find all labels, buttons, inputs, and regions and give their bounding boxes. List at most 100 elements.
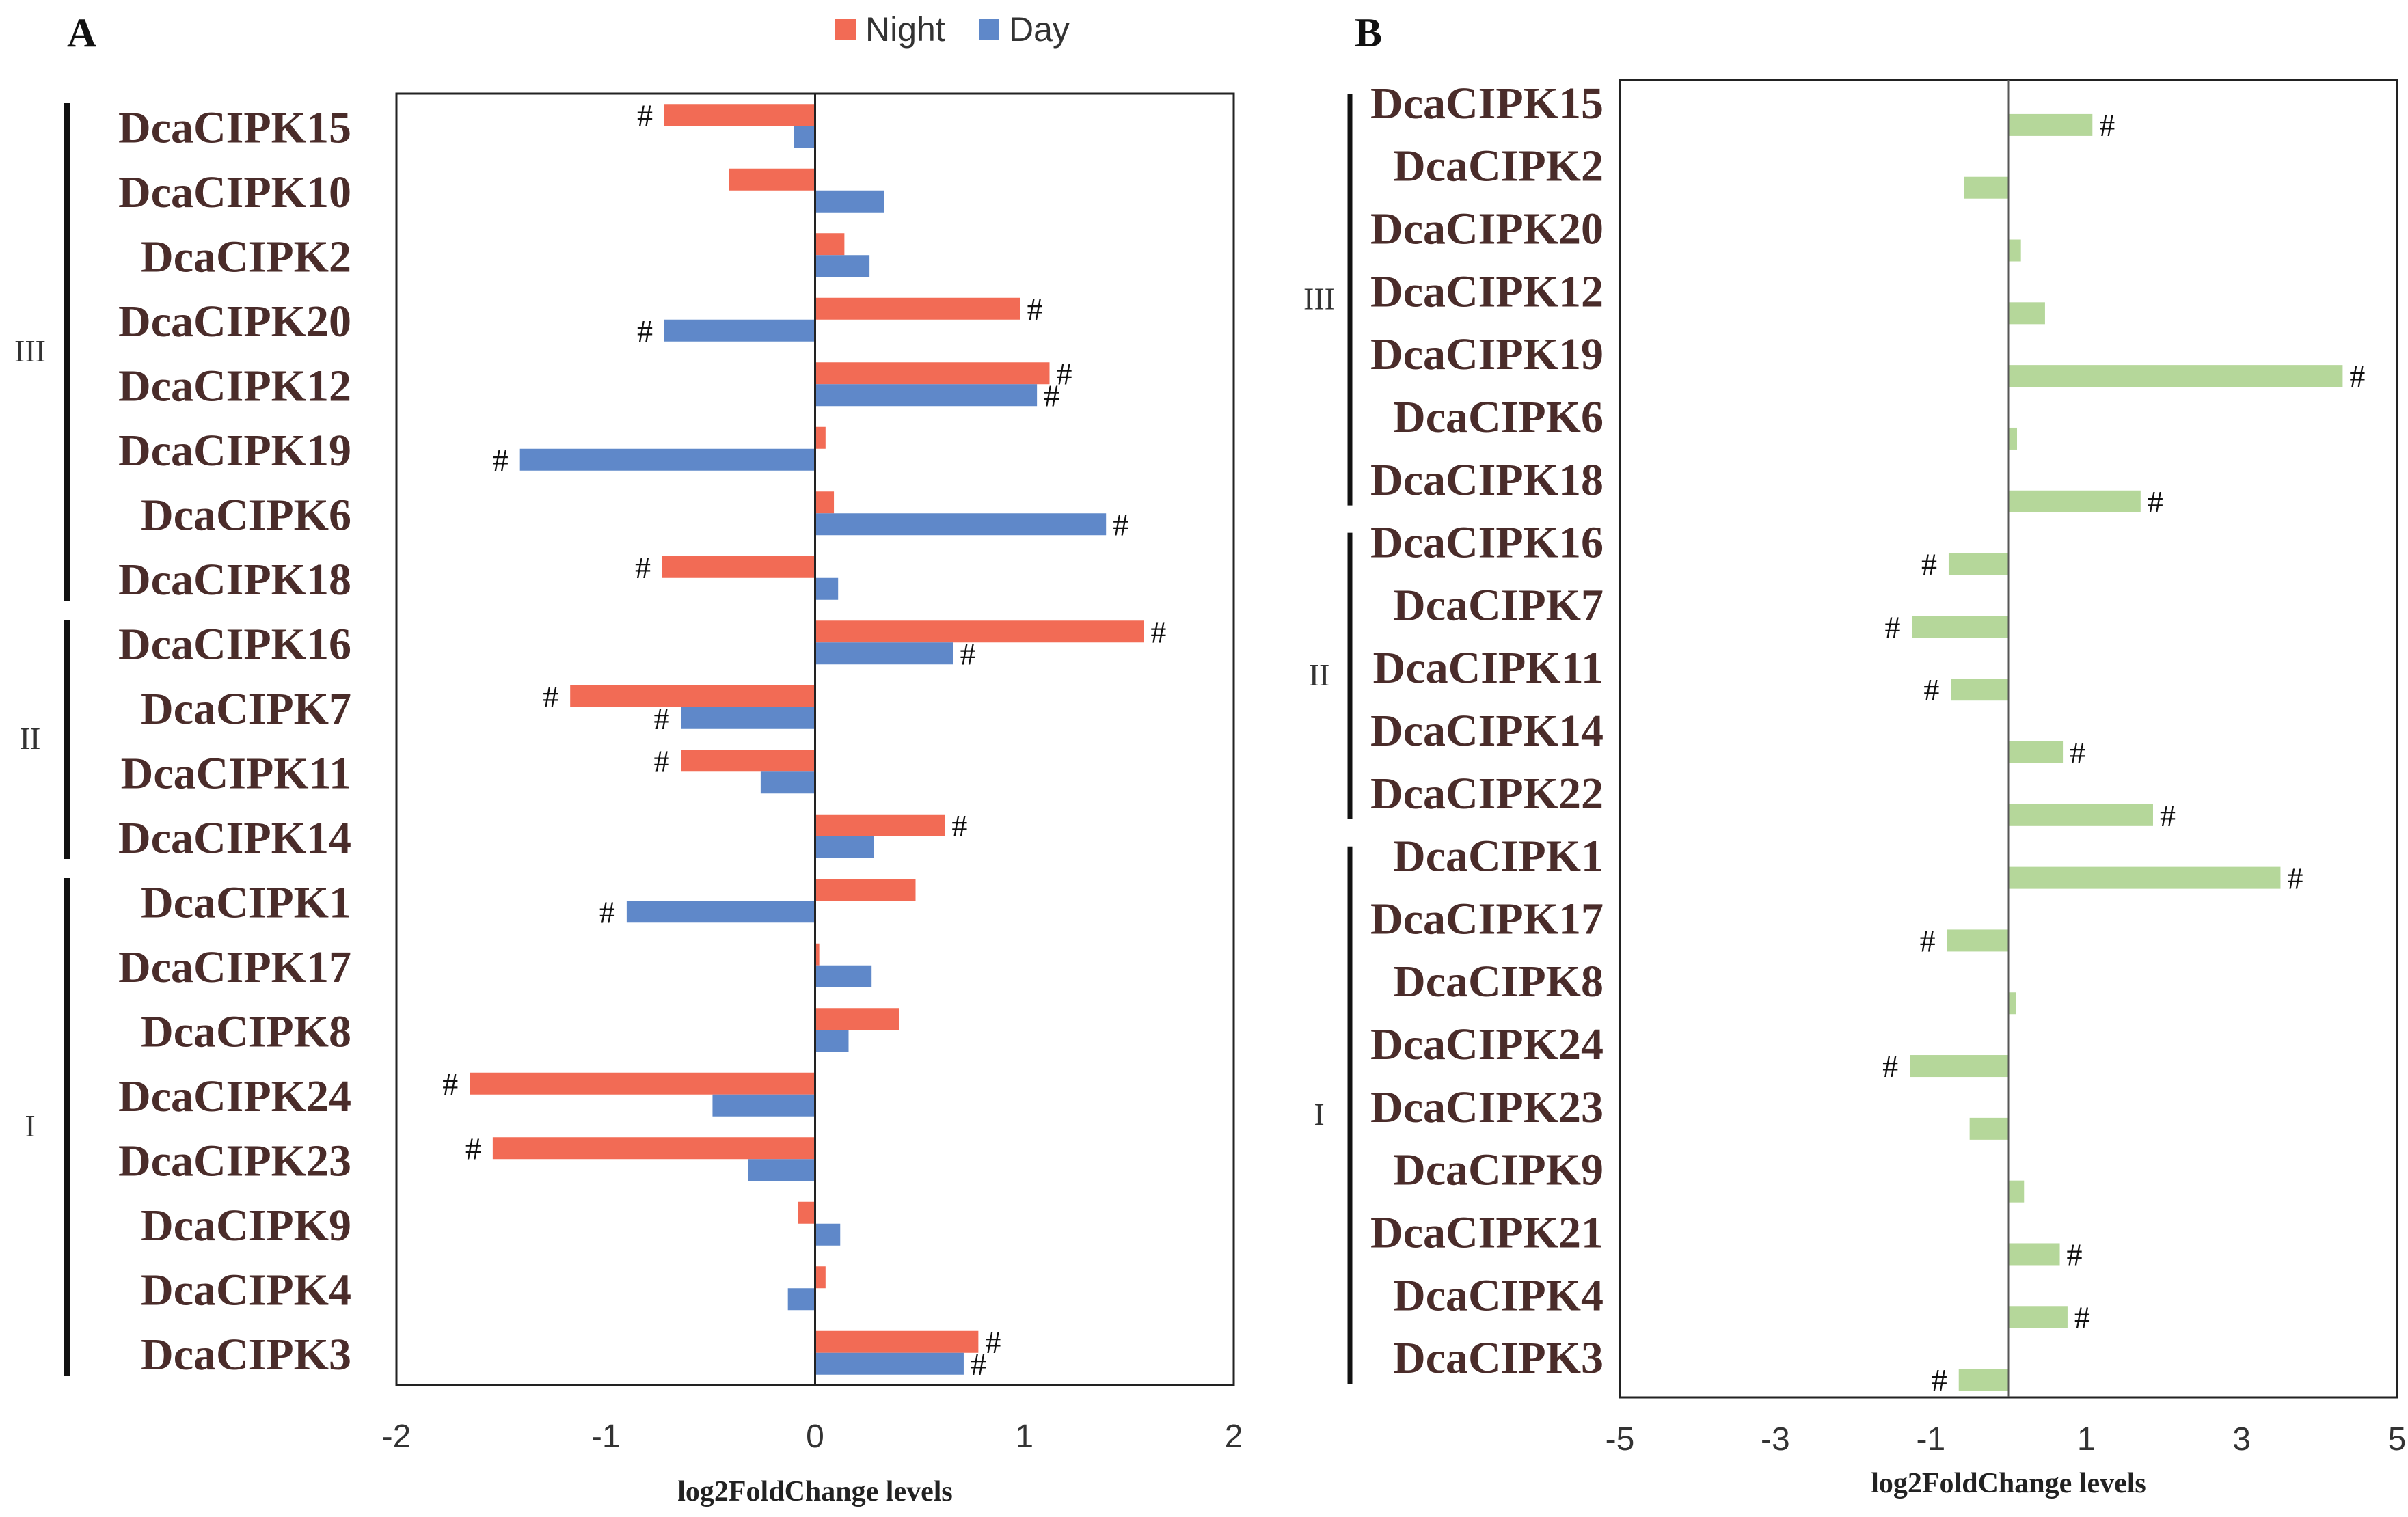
bar-night: [470, 1072, 815, 1095]
gene-label: DcaCIPK4: [1393, 1270, 1604, 1320]
bar-fold-change: [2008, 1243, 2060, 1266]
bar-night: [815, 1266, 826, 1289]
x-axis-title-b: log2FoldChange levels: [1871, 1468, 2146, 1499]
gene-label: DcaCIPK16: [1370, 518, 1604, 568]
x-tick-label: 2: [1225, 1419, 1243, 1455]
x-tick-label: 1: [2077, 1421, 2096, 1458]
gene-label: DcaCIPK9: [141, 1201, 351, 1250]
significance-marker: #: [637, 314, 653, 348]
bar-fold-change: [1969, 1117, 2009, 1140]
legend-label-day: Day: [1009, 10, 1070, 49]
bar-fold-change: [2008, 866, 2281, 889]
group-label: I: [1314, 1097, 1324, 1132]
bar-fold-change: [1910, 1055, 2009, 1078]
bar-night: [570, 685, 815, 707]
legend-swatch-day: [979, 19, 999, 40]
bar-day: [815, 836, 874, 858]
bar-night: [662, 556, 815, 578]
gene-label: DcaCIPK1: [141, 877, 351, 927]
bar-night: [798, 1201, 815, 1224]
bar-night: [815, 426, 826, 449]
significance-marker: #: [1044, 378, 1059, 413]
significance-marker: #: [654, 743, 670, 778]
bar-day: [815, 1352, 964, 1375]
bar-night: [815, 620, 1144, 643]
gene-label: DcaCIPK9: [1393, 1145, 1604, 1195]
significance-marker: #: [635, 550, 651, 585]
significance-marker: #: [493, 443, 509, 478]
gene-label: DcaCIPK17: [1370, 894, 1604, 944]
gene-label: DcaCIPK6: [141, 490, 351, 540]
bar-day: [760, 771, 815, 794]
gene-label: DcaCIPK18: [1370, 455, 1604, 505]
bar-fold-change: [2008, 113, 2093, 136]
gene-label: DcaCIPK15: [118, 102, 351, 152]
x-tick-label: -1: [1916, 1421, 1945, 1458]
bar-fold-change: [2008, 804, 2153, 826]
significance-marker: #: [971, 1347, 986, 1382]
bar-night: [815, 233, 845, 256]
gene-label: DcaCIPK10: [118, 167, 351, 217]
significance-marker: #: [1921, 547, 1937, 582]
gene-label: DcaCIPK19: [1370, 329, 1604, 379]
gene-label: DcaCIPK6: [1393, 392, 1604, 442]
group-label: III: [1303, 281, 1335, 316]
gene-label: DcaCIPK7: [141, 684, 351, 734]
significance-marker: #: [2160, 798, 2176, 833]
x-tick-label: -5: [1606, 1421, 1635, 1458]
group-label: I: [25, 1108, 35, 1143]
group-label: II: [1309, 657, 1330, 692]
significance-marker: #: [599, 894, 615, 929]
bar-night: [815, 297, 1020, 320]
significance-marker: #: [637, 98, 653, 133]
bar-day: [815, 190, 884, 213]
gene-label: DcaCIPK20: [1370, 204, 1604, 254]
legend-swatch-night: [835, 19, 856, 40]
x-tick-label: -2: [382, 1419, 411, 1455]
significance-marker: #: [2074, 1300, 2090, 1335]
gene-label: DcaCIPK11: [121, 748, 351, 798]
bar-day: [815, 255, 870, 277]
gene-label: DcaCIPK12: [1370, 266, 1604, 316]
significance-marker: #: [2148, 484, 2163, 519]
bar-night: [815, 814, 945, 836]
bar-day: [519, 448, 815, 471]
x-tick-label: -3: [1761, 1421, 1790, 1458]
gene-label: DcaCIPK22: [1370, 769, 1604, 819]
significance-marker: #: [985, 1325, 1001, 1360]
bar-night: [815, 491, 835, 514]
gene-label: DcaCIPK11: [1373, 643, 1604, 693]
group-label: II: [20, 721, 41, 756]
gene-label: DcaCIPK2: [141, 232, 351, 282]
bar-night: [815, 1330, 979, 1353]
bar-fold-change: [1958, 1369, 2009, 1391]
gene-label: DcaCIPK3: [141, 1330, 351, 1380]
significance-marker: #: [1150, 614, 1166, 649]
bar-day: [815, 1030, 849, 1052]
bar-fold-change: [2008, 1180, 2025, 1203]
x-tick-label: 3: [2232, 1421, 2251, 1458]
bar-fold-change: [2008, 992, 2016, 1015]
bar-day: [815, 642, 953, 665]
significance-marker: #: [2099, 108, 2115, 143]
gene-label: DcaCIPK21: [1370, 1207, 1604, 1257]
significance-marker: #: [1932, 1363, 1947, 1397]
gene-label: DcaCIPK1: [1393, 832, 1604, 882]
bar-night: [681, 750, 815, 772]
significance-marker: #: [1027, 292, 1043, 327]
significance-marker: #: [1920, 923, 1936, 958]
bar-day: [664, 319, 815, 342]
bar-day: [815, 577, 839, 600]
gene-label: DcaCIPK20: [118, 297, 351, 346]
bar-day: [815, 965, 872, 987]
gene-label: DcaCIPK7: [1393, 580, 1604, 630]
bar-fold-change: [2008, 239, 2021, 262]
bar-day: [712, 1094, 815, 1117]
gene-label: DcaCIPK4: [141, 1265, 351, 1315]
bar-fold-change: [1951, 679, 2009, 701]
gene-label: DcaCIPK23: [118, 1136, 351, 1186]
gene-label: DcaCIPK3: [1393, 1333, 1604, 1383]
